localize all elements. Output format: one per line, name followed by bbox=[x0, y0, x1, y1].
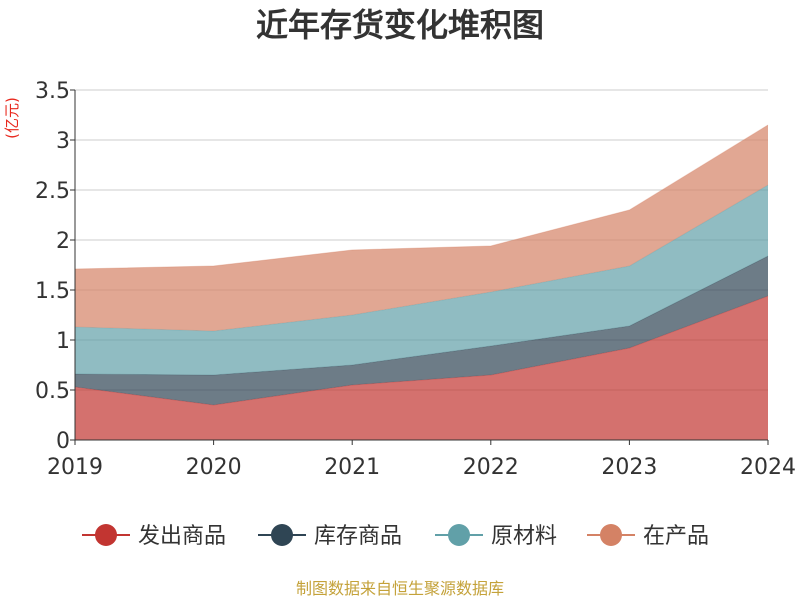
x-tick-label: 2023 bbox=[601, 455, 657, 480]
area-0 bbox=[75, 296, 768, 440]
legend-label: 发出商品 bbox=[138, 524, 226, 549]
x-tick-label: 2022 bbox=[463, 455, 519, 480]
y-tick-label: 2.5 bbox=[35, 179, 70, 204]
y-axis-unit: (亿元) bbox=[3, 97, 21, 139]
y-tick-label: 0 bbox=[56, 429, 70, 454]
y-tick-label: 2 bbox=[56, 229, 70, 254]
area-2 bbox=[75, 185, 768, 375]
legend-item[interactable]: 发出商品 bbox=[82, 524, 226, 549]
y-tick-label: 0.5 bbox=[35, 379, 70, 404]
axes bbox=[70, 89, 769, 445]
x-tick-label: 2020 bbox=[186, 455, 242, 480]
y-tick-labels: 0 0.5 1 1.5 2 2.5 3 3.5 bbox=[35, 79, 70, 454]
x-tick-labels: 2019 2020 2021 2022 2023 2024 bbox=[47, 455, 796, 480]
legend-item[interactable]: 库存商品 bbox=[258, 524, 402, 549]
legend-label: 原材料 bbox=[491, 524, 557, 549]
legend-item[interactable]: 原材料 bbox=[435, 524, 557, 549]
area-3 bbox=[75, 125, 768, 331]
legend-label: 库存商品 bbox=[314, 524, 402, 549]
legend-item[interactable]: 在产品 bbox=[587, 524, 709, 549]
x-tick-label: 2019 bbox=[47, 455, 103, 480]
legend-label: 在产品 bbox=[643, 524, 709, 549]
area-series bbox=[74, 124, 769, 440]
area-line-3 bbox=[74, 124, 769, 270]
legend: 发出商品 库存商品 原材料 在产品 bbox=[82, 524, 709, 549]
legend-marker bbox=[271, 524, 293, 546]
y-tick-label: 1.5 bbox=[35, 279, 70, 304]
y-tick-label: 1 bbox=[56, 329, 70, 354]
chart-title: 近年存货变化堆积图 bbox=[256, 6, 544, 44]
y-tick-label: 3.5 bbox=[35, 79, 70, 104]
data-source-note: 制图数据来自恒生聚源数据库 bbox=[296, 579, 504, 598]
y-tick-label: 3 bbox=[56, 129, 70, 154]
legend-marker bbox=[448, 524, 470, 546]
legend-marker bbox=[600, 524, 622, 546]
x-tick-label: 2024 bbox=[740, 455, 796, 480]
x-tick-label: 2021 bbox=[324, 455, 380, 480]
legend-marker bbox=[95, 524, 117, 546]
area-1 bbox=[75, 256, 768, 405]
